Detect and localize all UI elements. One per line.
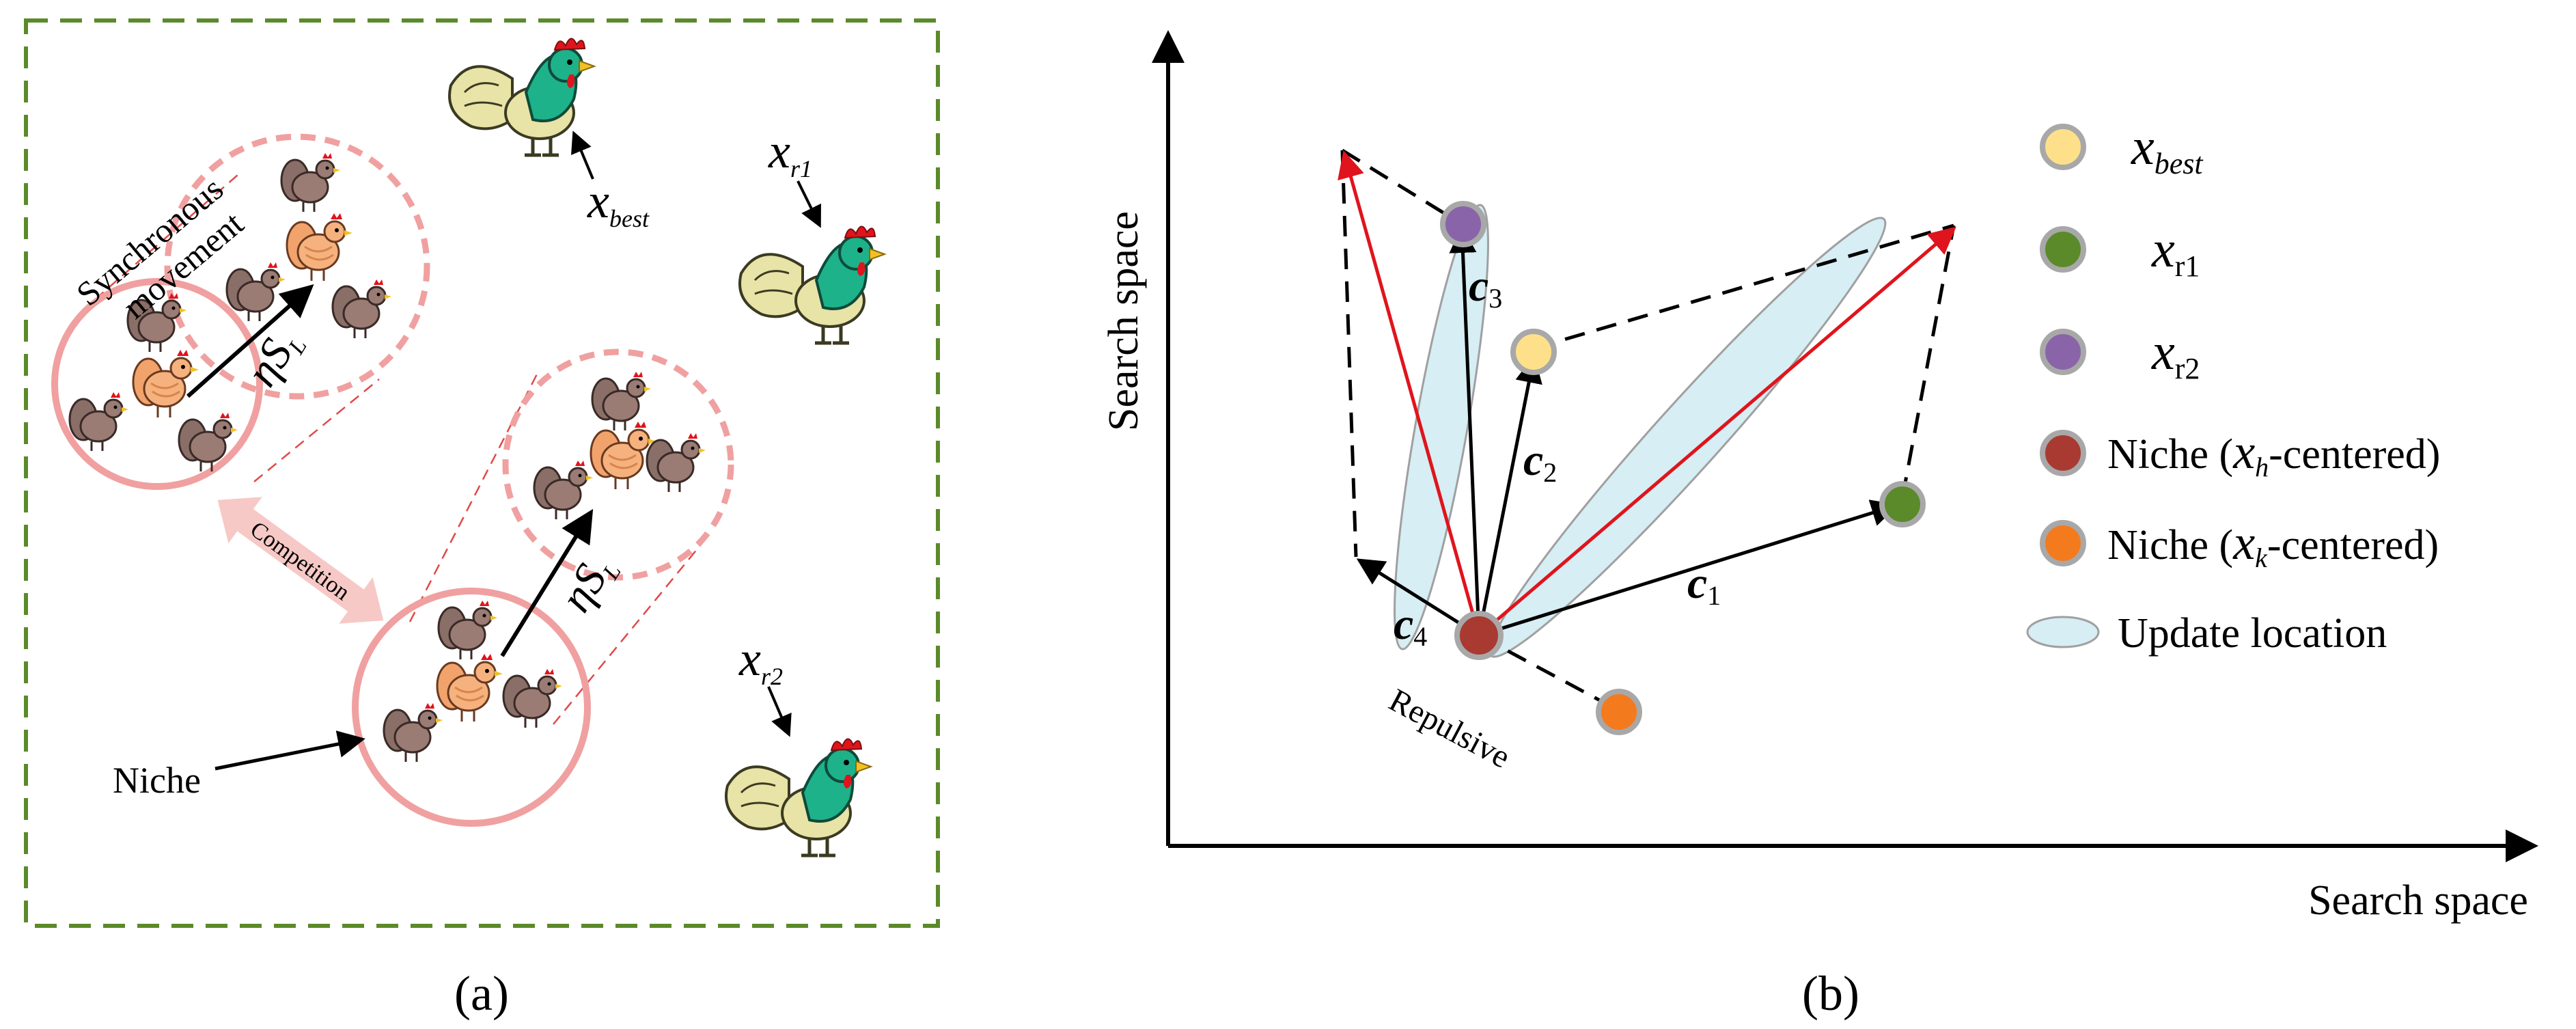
label-x-r1: xr1 [768,124,812,182]
competition-arrow: Competition [217,497,384,624]
rooster-r1-icon [740,226,885,343]
svg-text:xr2: xr2 [2151,323,2200,385]
point-niche-k [1596,689,1642,735]
niche-circle-upper-moved [164,133,430,400]
leader-hen-icon [436,653,504,723]
label-c1: c1 [1687,558,1721,611]
svg-text:xr1: xr1 [2151,221,2200,283]
x-r1-arrow [797,180,821,228]
legend-item-niche-k: Niche (xk-centered) [2040,515,2439,573]
legend-item-x-best: xbest [2040,118,2204,180]
hen-icon [533,459,594,521]
label-c2: c2 [1523,435,1557,488]
hen-icon [68,391,130,452]
resultant-arrow-right [1478,226,1956,637]
move-arrow-lower [500,508,594,657]
sync-tangent-line [253,379,380,482]
point-niche-h [1454,611,1504,660]
point-x-r1 [1879,481,1926,527]
vector-c2 [1477,355,1542,636]
legend-item-x-r2: xr2 [2040,323,2200,385]
niche-circle-upper [51,278,263,490]
parallelogram-lines [1340,148,1956,713]
hen-icon [437,599,499,661]
y-axis-label: Search space [1100,211,1147,431]
niche-pointer-arrow [214,730,365,771]
legend: xbest xr1 xr2 Niche (xh-centered) Niche … [2026,118,2440,657]
x-axis-label: Search space [2308,877,2528,924]
panel-a-frame [24,18,940,928]
leader-hen-icon [286,212,354,282]
vector-c1 [1478,499,1899,637]
label-c3: c3 [1469,261,1502,314]
label-x-best: xbest [587,174,650,232]
caption-a: (a) [454,966,509,1021]
panel-a: ηSL ηSL Synchronous movement Competition… [24,18,940,1021]
repulsive-label: Repulsive [1383,682,1516,776]
panel-b: Search space Search space c1 c2 c3 [1100,30,2538,1021]
hen-icon [646,432,707,493]
legend-item-x-r1: xr1 [2040,221,2200,283]
legend-item-niche-h: Niche (xh-centered) [2040,424,2440,482]
niche-label: Niche [113,760,201,801]
hen-icon [225,261,287,323]
rooster-best-icon [449,38,594,155]
competition-label: Competition [245,517,354,605]
resultant-arrow-left [1338,150,1481,636]
point-x-r2 [1440,201,1486,247]
sync-tangent-line [553,532,711,725]
hen-icon [591,370,652,432]
niche-circle-lower-moved [502,348,734,581]
sync-tangent-line [408,368,541,622]
vector-c3 [1449,225,1481,636]
leader-hen-icon [132,348,200,419]
hen-icon [280,152,342,213]
label-c4: c4 [1394,599,1427,652]
caption-b: (b) [1802,966,1859,1021]
label-x-r2: xr2 [738,631,783,690]
x-best-arrow [571,131,594,180]
hen-icon [383,702,444,763]
legend-item-update-location: Update location [2026,610,2387,657]
niche-circle-lower [352,588,591,827]
x-r2-arrow [767,686,792,737]
svg-text:Niche (xk-centered): Niche (xk-centered) [2107,515,2439,573]
svg-text:Update location: Update location [2118,610,2387,657]
svg-text:Niche (xh-centered): Niche (xh-centered) [2107,424,2440,482]
svg-text:xbest: xbest [2131,118,2204,180]
hen-icon [178,411,239,473]
hen-icon [331,278,393,340]
point-x-best [1510,329,1557,375]
hen-icon [502,668,564,729]
rooster-r2-icon [726,739,871,855]
move-arrow-upper [186,284,314,398]
